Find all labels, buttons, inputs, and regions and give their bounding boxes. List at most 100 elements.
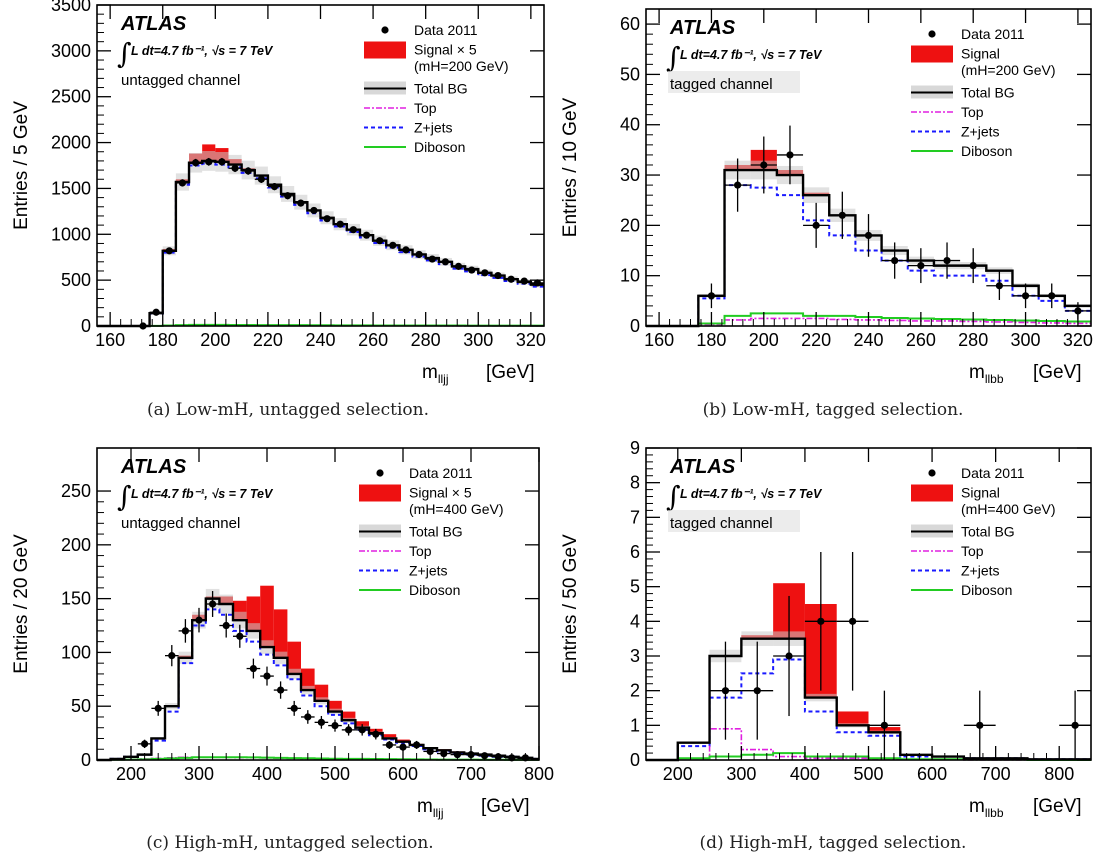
integral-sign: ∫ [666,41,681,74]
x-tick-label: 320 [516,330,546,350]
data-point [838,211,846,219]
data-point [812,221,820,229]
lumi-label: L dt=4.7 fb⁻¹, √s = 7 TeV [680,48,823,62]
legend-label: Z+jets [414,120,453,136]
channel-band [668,71,800,93]
data-point [154,704,162,712]
data-point [389,241,397,249]
data-point [454,262,463,270]
data-point [1048,292,1056,300]
legend-label: Diboson [961,143,1012,159]
legend-label: Data 2011 [961,465,1025,481]
data-point [263,672,271,680]
signal-bar [836,711,869,726]
legend-label: Diboson [961,582,1012,598]
data-point [331,721,339,730]
data-point [734,181,742,189]
x-label-sub: llbb [985,372,1004,386]
channel-band [668,510,800,532]
y-tick-label: 1000 [51,224,91,244]
legend-signal-swatch [911,45,953,63]
data-point [376,237,384,245]
panel-3: 0 50 100 150 200 250 200 300 400 500 600 700 800 Entr… [11,447,554,853]
legend-label: Top [961,543,984,559]
data-point [969,262,977,270]
data-point [297,199,305,207]
y-axis-label: Entries / 5 GeV [11,101,32,230]
y-tick-label: 6 [630,542,640,562]
x-tick-label: 200 [116,764,146,784]
channel-label: tagged channel [670,515,773,532]
legend-label: Data 2011 [961,26,1025,42]
data-point [222,621,230,630]
x-tick-label: 160 [644,330,674,350]
data-point [385,741,393,749]
x-tick-label: 700 [456,764,486,784]
data-point [413,741,421,749]
x-tick-label: 400 [252,764,282,784]
lumi-label: L dt=4.7 fb⁻¹, √s = 7 TeV [131,44,274,58]
signal-bar [314,684,329,701]
x-axis-unit: [GeV] [1033,362,1082,383]
data-point [178,179,187,187]
legend-label: Z+jets [961,124,1000,140]
data-point [249,664,257,673]
y-tick-label: 3500 [51,0,91,15]
y-axis-label: Entries / 20 GeV [11,534,32,674]
y-tick-label: 3 [630,646,640,666]
data-point [533,279,542,287]
x-axis-label: mlljj [422,362,449,386]
top-line [646,317,1091,327]
x-tick-label: 700 [981,764,1011,784]
integral-sign: ∫ [117,37,132,70]
total-bg-line [97,159,544,328]
atlas-label: ATLAS [669,17,736,39]
legend-sublabel: (mH=400 GeV) [409,501,504,517]
data-point [336,220,344,228]
x-tick-label: 500 [320,764,350,784]
data-point [995,282,1003,290]
data-point [310,206,318,215]
legend-label: Z+jets [409,563,448,579]
y-tick-label: 500 [61,270,91,290]
data-point [270,182,279,191]
panel-1: 0 500 1000 1500 2000 2500 3000 3500 160 180 200 220… [11,0,546,420]
x-tick-label: 600 [917,764,947,784]
legend-label: Signal [961,46,1000,62]
data-point [349,226,357,234]
y-tick-label: 60 [620,14,640,34]
x-tick-label: 180 [148,330,178,350]
data-point [817,617,825,625]
legend-signal-swatch [364,41,406,59]
data-point [323,215,331,223]
data-point [507,275,515,283]
signal-bar [301,668,315,691]
data-point [976,721,984,729]
caption: (d) High-mH, tagged selection. [700,833,967,853]
legend-data-marker [928,30,936,38]
y-tick-label: 40 [620,115,640,135]
data-point [481,269,489,277]
data-point [943,256,951,265]
data-point [304,713,312,721]
x-label-m: m [422,362,438,383]
zjets-line [97,162,544,327]
legend-label: Top [409,543,432,559]
x-label-m: m [969,362,985,383]
data-point [218,158,226,166]
y-axis-label: Entries / 10 GeV [560,97,581,237]
panel-4: 0 1 2 3 4 5 6 7 8 9 200 300 400 500 600 700 800 Entries /… [560,438,1092,853]
y-tick-label: 1500 [51,178,91,198]
y-tick-label: 250 [61,481,91,501]
y-tick-label: 0 [81,750,91,770]
data-point [721,687,730,695]
data-point [195,616,203,624]
atlas-label: ATLAS [669,456,736,478]
x-tick-label: 800 [524,764,554,784]
x-tick-label: 600 [388,764,418,784]
atlas-label: ATLAS [120,13,187,35]
signal-bar [260,585,274,648]
signal-bar [341,711,356,721]
x-tick-label: 320 [1063,330,1093,350]
